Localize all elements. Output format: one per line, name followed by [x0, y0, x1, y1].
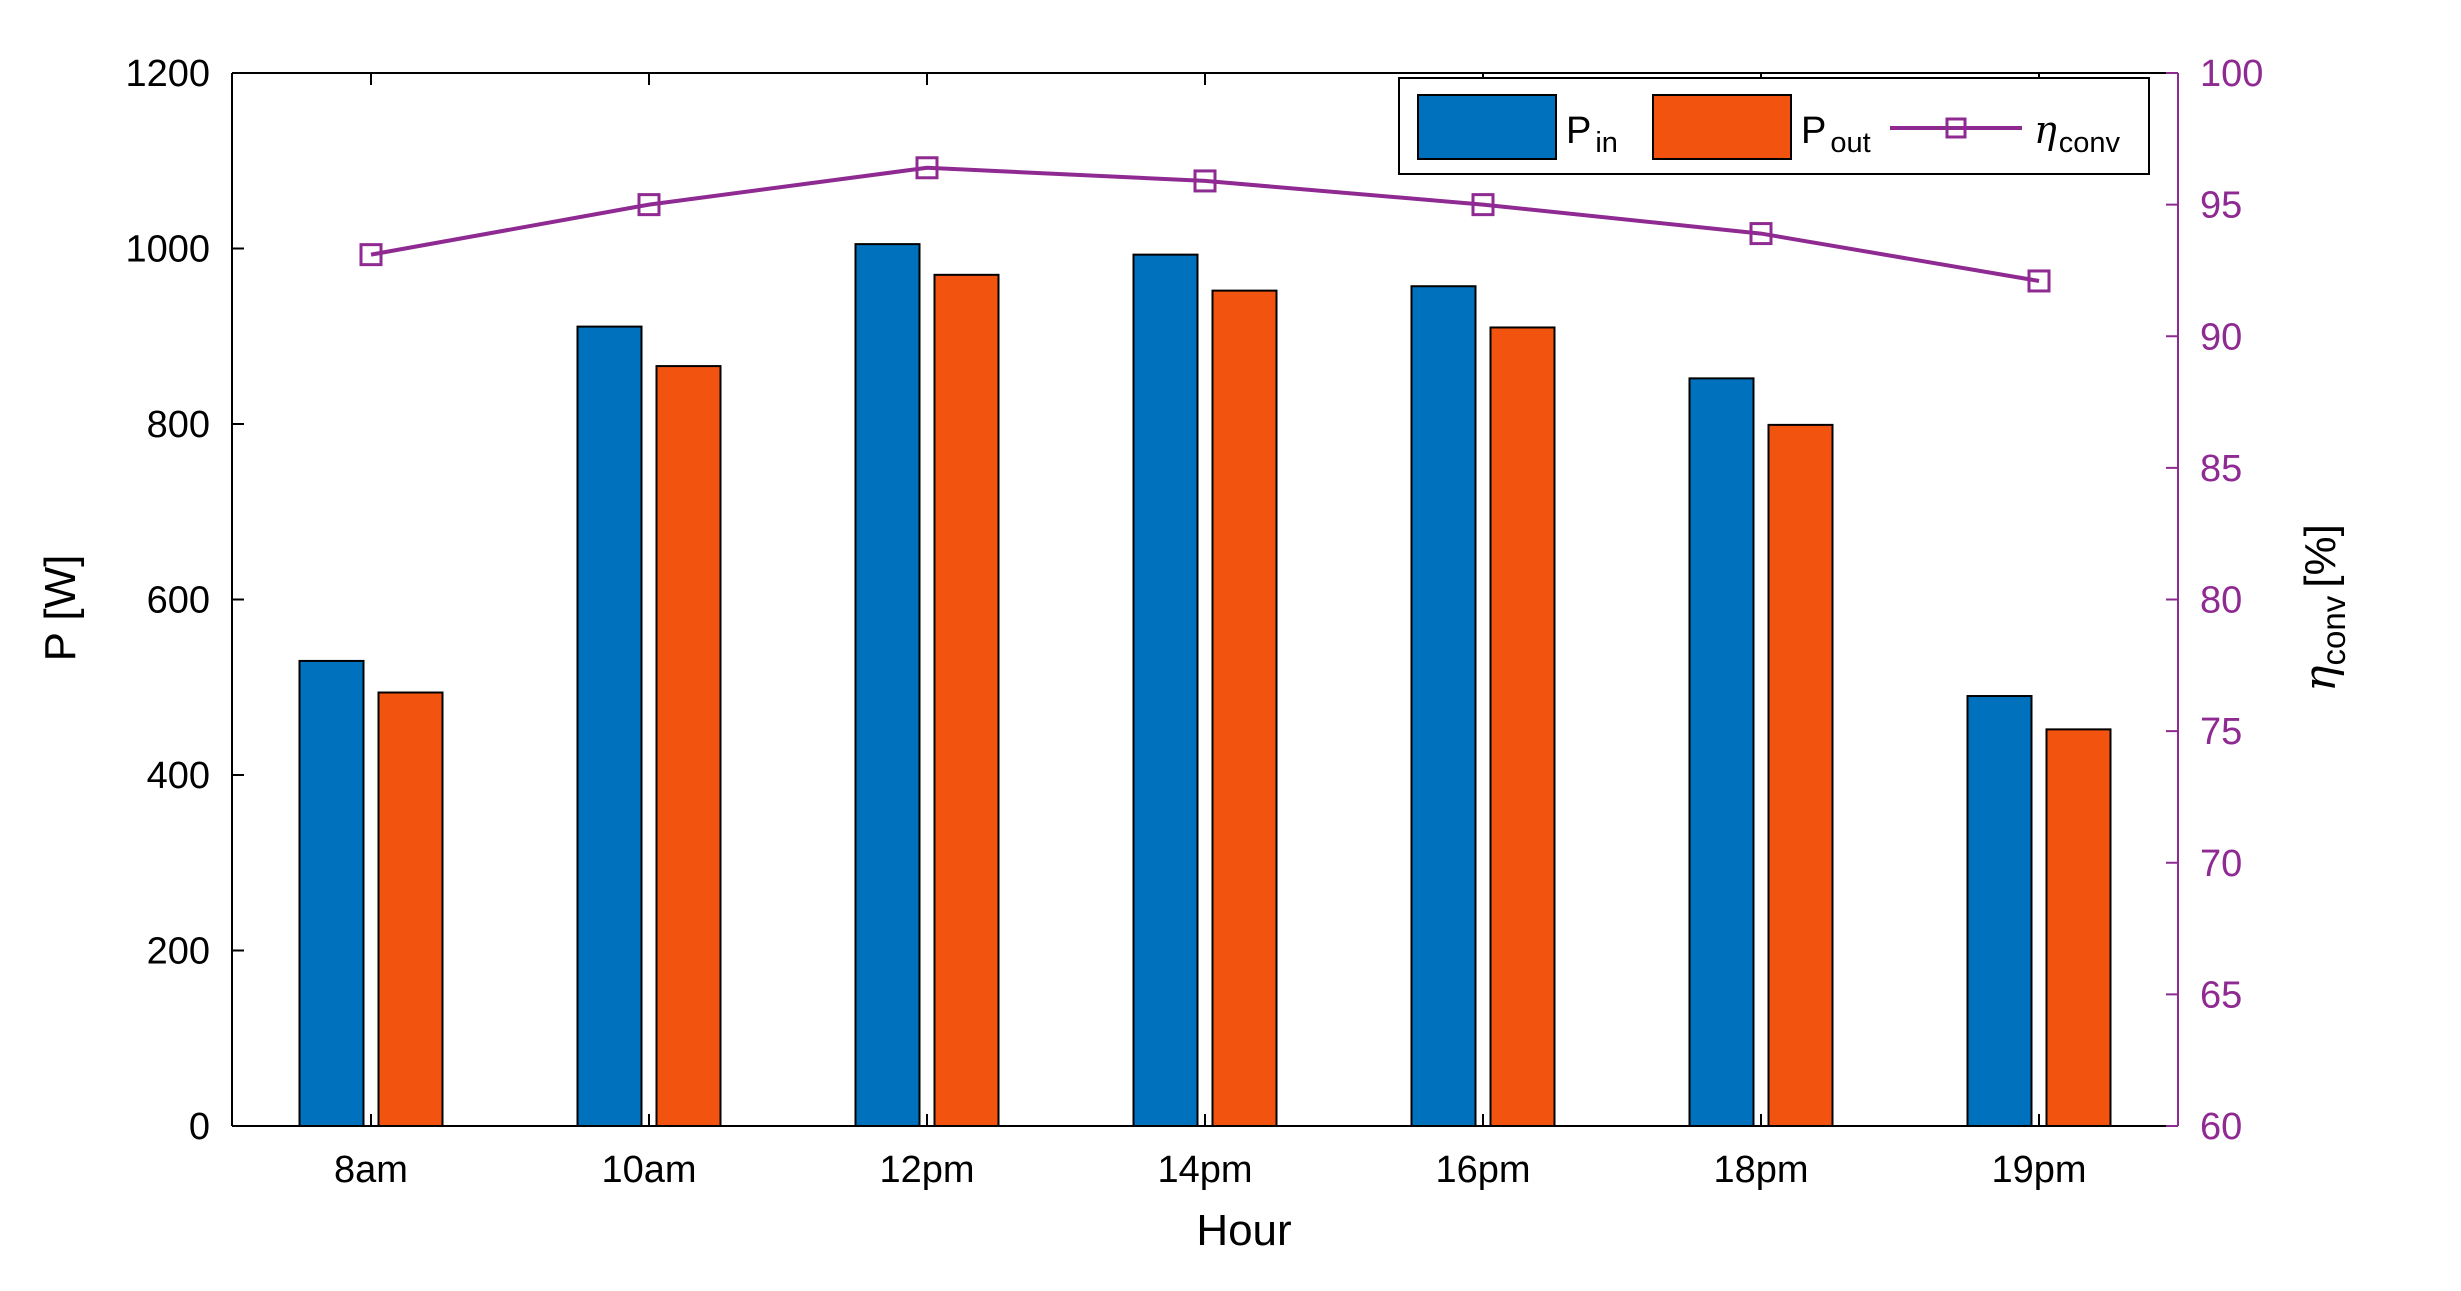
y2-tick-label-85: 85: [2200, 448, 2242, 490]
y2-tick-label-70: 70: [2200, 843, 2242, 885]
y-tick-label-600: 600: [147, 580, 210, 622]
y2-tick-label-80: 80: [2200, 580, 2242, 622]
efficiency-line-layer: [359, 156, 2051, 293]
y-tick-label-800: 800: [147, 404, 210, 446]
y-tick-label-1200: 1200: [125, 53, 210, 95]
eta-marker-8am: [359, 243, 383, 267]
y-axis-title: P [W]: [36, 555, 85, 662]
bar-pout-8am: [377, 691, 444, 1127]
legend-pin-subscript: in: [1595, 127, 1618, 159]
x-tick-label-16pm: 16pm: [1435, 1149, 1530, 1191]
eta-marker-14pm: [1193, 169, 1217, 193]
x-tick-label-19pm: 19pm: [1991, 1149, 2086, 1191]
y2-tick-label-75: 75: [2200, 711, 2242, 753]
y2-axis-title-unit: [%]: [2296, 524, 2345, 588]
legend-eta-subscript: conv: [2059, 127, 2121, 159]
bar-pout-14pm: [1211, 289, 1278, 1127]
bar-pout-16pm: [1489, 326, 1556, 1128]
axes-layer: 0 200 400 600 800 1000 1200 60 65 70 75 80 85 90 95 100…: [125, 53, 2263, 1191]
bar-pout-18pm: [1767, 423, 1834, 1127]
bar-pin-19pm: [1966, 695, 2033, 1128]
y-tick-label-200: 200: [147, 931, 210, 973]
legend-pout-subscript: out: [1830, 127, 1870, 159]
bar-pout-10am: [655, 365, 722, 1127]
legend-pout-swatch: [1652, 94, 1792, 160]
y2-axis-title: ηconv [%]: [2295, 524, 2352, 692]
x-tick-label-12pm: 12pm: [879, 1149, 974, 1191]
x-tick-label-18pm: 18pm: [1713, 1149, 1808, 1191]
y2-tick-label-90: 90: [2200, 316, 2242, 358]
eta-line: [370, 165, 2040, 283]
y2-tick-label-100: 100: [2200, 53, 2263, 95]
bar-pout-12pm: [933, 273, 1000, 1127]
bar-pin-8am: [298, 659, 365, 1127]
bars-layer: [298, 243, 2112, 1128]
y2-tick-label-60: 60: [2200, 1106, 2242, 1148]
legend-eta-marker: [1945, 117, 1967, 139]
eta-marker-12pm: [915, 156, 939, 180]
x-tick-label-8am: 8am: [334, 1149, 408, 1191]
y2-axis-title-subscript: conv: [2315, 595, 2352, 665]
y-tick-label-400: 400: [147, 755, 210, 797]
eta-marker-19pm: [2027, 269, 2051, 293]
y-tick-label-0: 0: [189, 1106, 210, 1148]
eta-marker-16pm: [1471, 193, 1495, 217]
y2-axis-title-symbol: η: [2295, 665, 2346, 691]
eta-marker-18pm: [1749, 222, 1773, 246]
legend-eta-label: ηconv: [2034, 108, 2121, 159]
bar-pin-18pm: [1688, 377, 1755, 1127]
y-tick-label-1000: 1000: [125, 229, 210, 271]
x-tick-label-14pm: 14pm: [1157, 1149, 1252, 1191]
legend-pout-symbol: P: [1801, 110, 1826, 152]
y2-tick-label-95: 95: [2200, 185, 2242, 227]
bar-pin-12pm: [854, 243, 921, 1128]
bar-pin-14pm: [1132, 253, 1199, 1127]
x-tick-label-10am: 10am: [601, 1149, 696, 1191]
bar-pin-10am: [576, 325, 643, 1128]
eta-marker-10am: [637, 193, 661, 217]
legend-eta-symbol: η: [2034, 108, 2057, 152]
bar-pout-19pm: [2045, 728, 2112, 1127]
legend-pin-symbol: P: [1566, 110, 1591, 152]
legend-pin-swatch: [1417, 94, 1557, 160]
x-axis-title: Hour: [1196, 1206, 1291, 1255]
bar-pin-16pm: [1410, 285, 1477, 1128]
y2-tick-label-65: 65: [2200, 974, 2242, 1016]
